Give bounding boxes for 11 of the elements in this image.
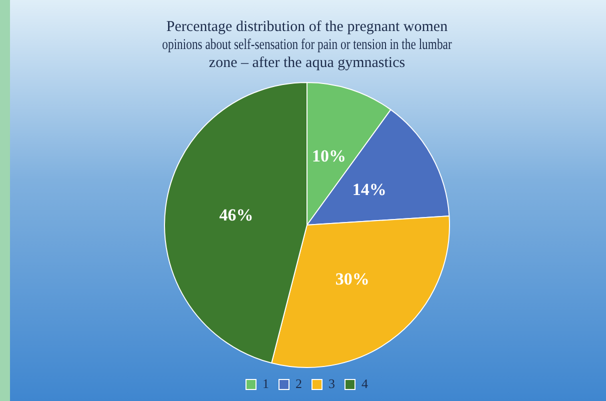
data-label: 14% (352, 180, 386, 200)
data-label: 10% (312, 146, 346, 166)
text: zone – after the aqua gymnastics (208, 54, 406, 71)
data-label: 46% (219, 205, 254, 224)
legend-label: 1 (262, 376, 269, 391)
legend-label: 4 (362, 376, 368, 391)
text: opinions about self-sensation for pain or tension in the lumbar (162, 36, 452, 52)
data-label: 30% (335, 269, 370, 288)
legend-label: 2 (296, 376, 302, 391)
text: Percentage distribution of the pregnant women (166, 18, 448, 35)
legend-label: 3 (328, 376, 335, 391)
